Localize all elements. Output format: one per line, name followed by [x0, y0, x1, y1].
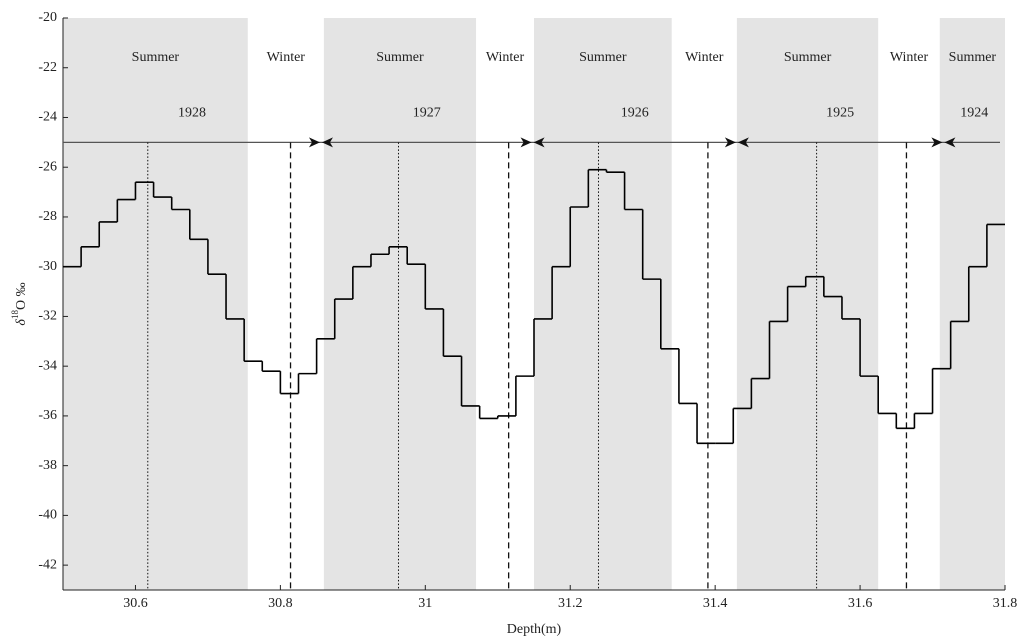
y-tick-label: -42	[38, 557, 57, 572]
season-label: Summer	[579, 50, 627, 65]
season-band	[736, 18, 879, 590]
year-label: 1925	[826, 106, 854, 121]
y-tick-label: -32	[38, 309, 57, 324]
y-tick-label: -24	[38, 110, 57, 125]
arrow-head-left	[533, 137, 545, 148]
x-tick-label: 31.4	[703, 596, 728, 611]
season-band	[534, 18, 672, 590]
season-band	[63, 18, 248, 590]
x-tick-label: 31.2	[558, 596, 583, 611]
season-band	[939, 18, 1005, 590]
x-tick-label: 31.6	[848, 596, 873, 611]
x-tick-label: 31	[418, 596, 432, 611]
arrow-head-right	[308, 137, 320, 148]
y-axis-label-suffix: O ‰	[14, 282, 29, 310]
season-label: Winter	[486, 50, 525, 65]
y-axis-label: δ18O ‰	[10, 282, 29, 325]
arrow-head-left	[737, 137, 749, 148]
year-label: 1924	[960, 106, 988, 121]
x-axis-label: Depth(m)	[507, 622, 562, 637]
arrow-head-left	[944, 137, 956, 148]
y-tick-label: -36	[38, 408, 57, 423]
season-label: Winter	[685, 50, 724, 65]
x-tick-label: 30.6	[123, 596, 148, 611]
year-label: 1927	[413, 106, 441, 121]
season-label: Winter	[890, 50, 929, 65]
arrow-head-right	[520, 137, 532, 148]
year-label: 1926	[621, 106, 649, 121]
arrow-head-right	[931, 137, 943, 148]
y-tick-label: -20	[38, 10, 57, 25]
y-axis-label-superscript: 18	[10, 310, 20, 320]
year-label: 1928	[178, 106, 206, 121]
y-tick-label: -22	[38, 60, 57, 75]
y-tick-label: -34	[38, 358, 57, 373]
y-tick-label: -28	[38, 209, 57, 224]
season-label: Summer	[784, 50, 832, 65]
season-label: Winter	[267, 50, 306, 65]
arrow-head-right	[724, 137, 736, 148]
season-band	[323, 18, 477, 590]
arrow-head-left	[321, 137, 333, 148]
y-tick-label: -40	[38, 508, 57, 523]
season-label: Summer	[376, 50, 424, 65]
x-tick-label: 30.8	[268, 596, 293, 611]
x-tick-label: 31.8	[993, 596, 1018, 611]
season-label: Summer	[949, 50, 997, 65]
y-axis-label-prefix: δ	[14, 319, 29, 326]
y-tick-label: -26	[38, 159, 57, 174]
season-label: Summer	[132, 50, 180, 65]
y-tick-label: -30	[38, 259, 57, 274]
y-tick-label: -38	[38, 458, 57, 473]
